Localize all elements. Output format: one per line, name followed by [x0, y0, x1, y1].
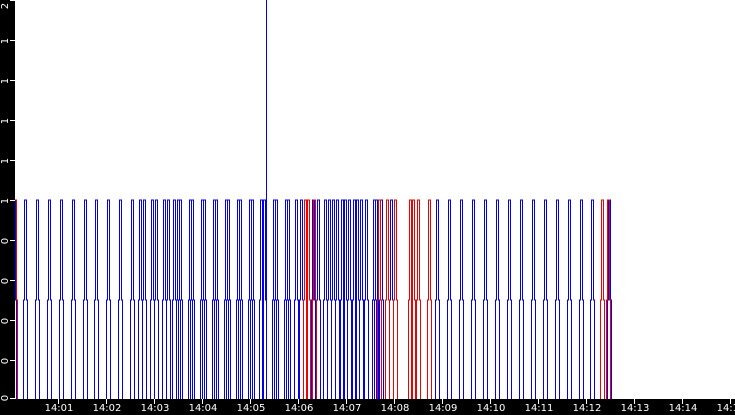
pulse-event: [435, 199, 440, 399]
pulse-event: [531, 199, 536, 399]
pulse-event: [495, 199, 500, 399]
pulse-event: [359, 199, 364, 399]
pulse-event: [335, 199, 340, 399]
y-tick-label: 0: [0, 237, 11, 245]
x-tick-label: 14:14: [668, 403, 698, 414]
pulse-event: [248, 199, 253, 399]
pulse-event: [555, 199, 560, 399]
pulse-event: [59, 199, 64, 399]
x-tick-label: 14:15: [716, 403, 735, 414]
x-tick-label: 14:02: [92, 403, 122, 414]
y-tick-label: 0: [0, 317, 11, 325]
pulse-event: [250, 199, 255, 399]
pulse-event: [212, 199, 217, 399]
x-tick-label: 14:10: [476, 403, 506, 414]
pulse-event: [364, 199, 369, 399]
pulse-event: [393, 199, 398, 399]
pulse-event: [286, 199, 291, 399]
pulse-event: [385, 199, 390, 399]
pulse-event: [71, 199, 76, 399]
pulse-event: [347, 199, 352, 399]
pulse-event: [519, 199, 524, 399]
pulse-event: [106, 199, 111, 399]
pulse-event: [236, 199, 241, 399]
x-tick-label: 14:12: [572, 403, 602, 414]
pulse-event: [483, 199, 488, 399]
pulse-event: [272, 199, 277, 399]
y-tick-label: 1: [0, 77, 11, 85]
pulse-event: [154, 199, 159, 399]
pulse-event: [579, 199, 584, 399]
pulse-event: [224, 199, 229, 399]
pulse-event: [83, 199, 88, 399]
pulse-event: [202, 199, 207, 399]
pulse-event: [606, 199, 611, 399]
pulse-event: [188, 199, 193, 399]
pulse-event: [23, 199, 28, 399]
y-tick-label: 0: [0, 357, 11, 365]
x-axis: [0, 399, 735, 415]
pulse-event: [312, 199, 317, 399]
y-tick-label: 1: [0, 37, 11, 45]
x-tick-label: 14:11: [524, 403, 554, 414]
pulse-event: [47, 199, 52, 399]
pulse-event: [416, 199, 421, 399]
pulse-event: [459, 199, 464, 399]
pulse-event: [176, 199, 181, 399]
pulse-event: [200, 199, 205, 399]
pulse-event: [214, 199, 219, 399]
pulse-event: [567, 199, 572, 399]
pulse-event: [94, 199, 99, 399]
pulse-event: [543, 199, 548, 399]
x-tick-label: 14:06: [284, 403, 314, 414]
pulse-event: [447, 199, 452, 399]
y-tick-label: 0: [0, 277, 11, 285]
pulse-event: [274, 199, 279, 399]
pulse-event: [142, 199, 147, 399]
x-tick-label: 14:04: [188, 403, 218, 414]
x-tick-label: 14:01: [44, 403, 74, 414]
x-tick-label: 14:08: [380, 403, 410, 414]
pulse-event: [284, 199, 289, 399]
y-axis: [0, 0, 15, 415]
pulse-event: [294, 199, 299, 399]
pulse-event: [377, 199, 382, 399]
x-tick-label: 14:07: [332, 403, 362, 414]
pulse-event: [35, 199, 40, 399]
pulse-event: [372, 199, 377, 399]
y-tick-label: 1: [0, 197, 11, 205]
y-tick-label: 1: [0, 157, 11, 165]
x-tick-label: 14:05: [236, 403, 266, 414]
pulse-event: [379, 199, 384, 399]
pulse-event: [190, 199, 195, 399]
pulse-event: [471, 199, 476, 399]
x-tick-label: 14:03: [140, 403, 170, 414]
pulse-event: [226, 199, 231, 399]
pulse-event: [238, 199, 243, 399]
pulse-event: [600, 199, 605, 399]
y-tick-label: 2: [0, 2, 11, 10]
pulse-event: [306, 199, 311, 399]
pulse-event: [427, 199, 432, 399]
pulse-event: [590, 199, 595, 399]
pulse-event: [166, 199, 171, 399]
y-tick-label: 0: [0, 394, 11, 402]
pulse-event: [130, 199, 135, 399]
y-tick-label: 1: [0, 117, 11, 125]
pulse-event: [118, 199, 123, 399]
x-tick-label: 14:13: [620, 403, 650, 414]
x-tick-label: 14:09: [428, 403, 458, 414]
pulse-event: [178, 199, 183, 399]
pulse-event: [411, 199, 416, 399]
pulse-event: [507, 199, 512, 399]
